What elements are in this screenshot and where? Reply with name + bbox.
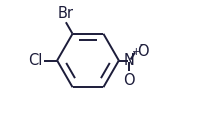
- Text: Cl: Cl: [28, 53, 42, 68]
- Text: -: -: [139, 39, 142, 49]
- Text: +: +: [131, 47, 140, 57]
- Text: N: N: [123, 53, 134, 68]
- Text: O: O: [136, 44, 148, 59]
- Text: Br: Br: [57, 6, 73, 21]
- Text: O: O: [123, 73, 134, 88]
